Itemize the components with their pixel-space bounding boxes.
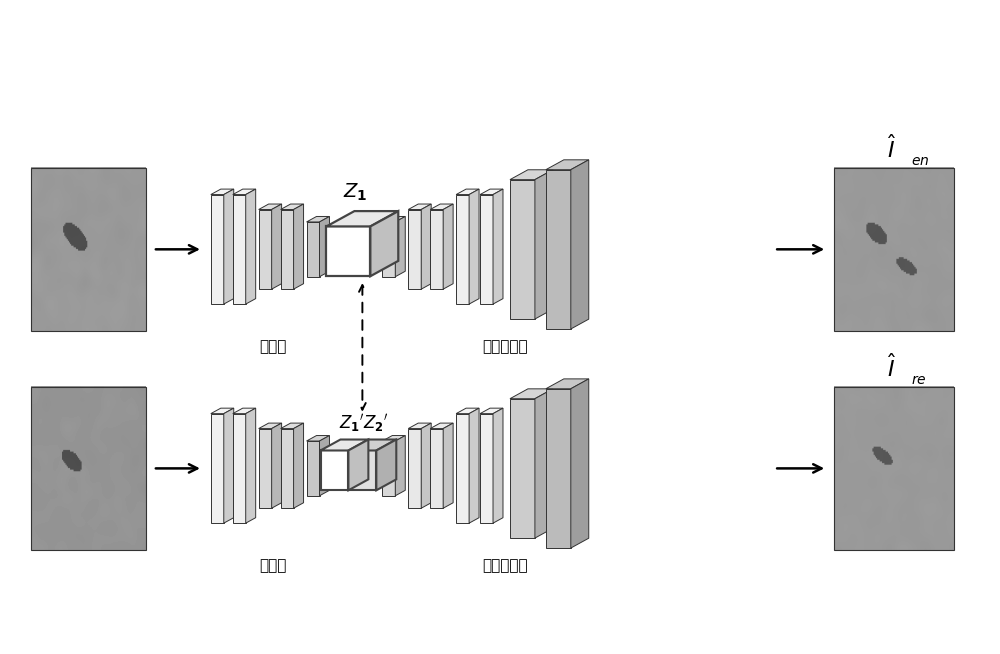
Polygon shape <box>259 428 272 508</box>
Polygon shape <box>430 209 443 289</box>
Polygon shape <box>348 451 376 490</box>
Polygon shape <box>535 389 553 538</box>
Polygon shape <box>294 204 304 289</box>
Polygon shape <box>456 189 479 194</box>
Polygon shape <box>211 408 234 413</box>
Polygon shape <box>272 204 282 289</box>
Polygon shape <box>376 439 396 490</box>
Polygon shape <box>456 413 469 523</box>
Polygon shape <box>246 408 256 523</box>
Polygon shape <box>382 441 395 496</box>
Polygon shape <box>408 209 421 289</box>
Polygon shape <box>211 189 234 194</box>
Polygon shape <box>408 428 421 508</box>
Polygon shape <box>272 423 282 508</box>
Polygon shape <box>348 439 396 451</box>
Polygon shape <box>307 436 329 441</box>
Polygon shape <box>281 428 294 508</box>
Polygon shape <box>510 170 553 180</box>
Polygon shape <box>233 408 256 413</box>
Polygon shape <box>493 408 503 523</box>
Polygon shape <box>370 211 398 276</box>
Text: $\mathbf{\mathit{Z}_1}$: $\mathbf{\mathit{Z}_1}$ <box>343 182 368 203</box>
Polygon shape <box>382 216 405 222</box>
Polygon shape <box>480 194 493 304</box>
Polygon shape <box>224 408 234 523</box>
Polygon shape <box>535 170 553 319</box>
Polygon shape <box>294 423 304 508</box>
Bar <box>834 387 954 550</box>
Polygon shape <box>421 423 431 508</box>
Text: 编码器: 编码器 <box>259 558 286 573</box>
Polygon shape <box>510 180 535 319</box>
Polygon shape <box>456 408 479 413</box>
Polygon shape <box>307 441 320 496</box>
Polygon shape <box>281 423 304 428</box>
Polygon shape <box>382 222 395 277</box>
Polygon shape <box>259 423 282 428</box>
Polygon shape <box>408 204 431 209</box>
Polygon shape <box>408 423 431 428</box>
Polygon shape <box>233 413 246 523</box>
Polygon shape <box>493 189 503 304</box>
Text: $\hat{\mathit{I}}$: $\hat{\mathit{I}}$ <box>887 353 897 381</box>
Polygon shape <box>571 379 589 548</box>
Polygon shape <box>480 413 493 523</box>
Polygon shape <box>510 399 535 538</box>
Polygon shape <box>320 216 329 277</box>
Polygon shape <box>546 379 589 388</box>
Polygon shape <box>421 204 431 289</box>
Bar <box>31 387 146 550</box>
Polygon shape <box>224 189 234 304</box>
Text: 重构解码器: 重构解码器 <box>482 339 528 354</box>
Polygon shape <box>321 439 368 451</box>
Polygon shape <box>307 222 320 277</box>
Polygon shape <box>480 189 503 194</box>
Text: $\mathit{en}$: $\mathit{en}$ <box>911 154 929 167</box>
Polygon shape <box>395 436 405 496</box>
Text: 编码器: 编码器 <box>259 339 286 354</box>
Polygon shape <box>546 388 571 548</box>
Text: 融合解码器: 融合解码器 <box>482 558 528 573</box>
Polygon shape <box>510 389 553 399</box>
Bar <box>31 167 146 331</box>
Text: $\mathit{re}$: $\mathit{re}$ <box>911 373 926 387</box>
Polygon shape <box>430 423 453 428</box>
Polygon shape <box>443 423 453 508</box>
Polygon shape <box>326 226 370 276</box>
Polygon shape <box>430 204 453 209</box>
Polygon shape <box>233 189 256 194</box>
Polygon shape <box>281 209 294 289</box>
Polygon shape <box>246 189 256 304</box>
Polygon shape <box>430 428 443 508</box>
Text: $\mathbf{\mathit{Z}_1{}'\mathit{Z}_2{}'}$: $\mathbf{\mathit{Z}_1{}'\mathit{Z}_2{}'}… <box>339 411 388 434</box>
Polygon shape <box>571 160 589 329</box>
Polygon shape <box>233 194 246 304</box>
Bar <box>834 167 954 331</box>
Polygon shape <box>546 160 589 169</box>
Polygon shape <box>456 194 469 304</box>
Polygon shape <box>546 169 571 329</box>
Polygon shape <box>211 194 224 304</box>
Polygon shape <box>326 211 398 226</box>
Polygon shape <box>480 408 503 413</box>
Polygon shape <box>321 451 348 490</box>
Polygon shape <box>211 413 224 523</box>
Polygon shape <box>395 216 405 277</box>
Polygon shape <box>443 204 453 289</box>
Polygon shape <box>281 204 304 209</box>
Polygon shape <box>259 209 272 289</box>
Polygon shape <box>469 189 479 304</box>
Polygon shape <box>320 436 329 496</box>
Polygon shape <box>259 204 282 209</box>
Text: $\hat{\mathit{I}}$: $\hat{\mathit{I}}$ <box>887 134 897 162</box>
Polygon shape <box>382 436 405 441</box>
Polygon shape <box>469 408 479 523</box>
Polygon shape <box>307 216 329 222</box>
Polygon shape <box>348 439 368 490</box>
